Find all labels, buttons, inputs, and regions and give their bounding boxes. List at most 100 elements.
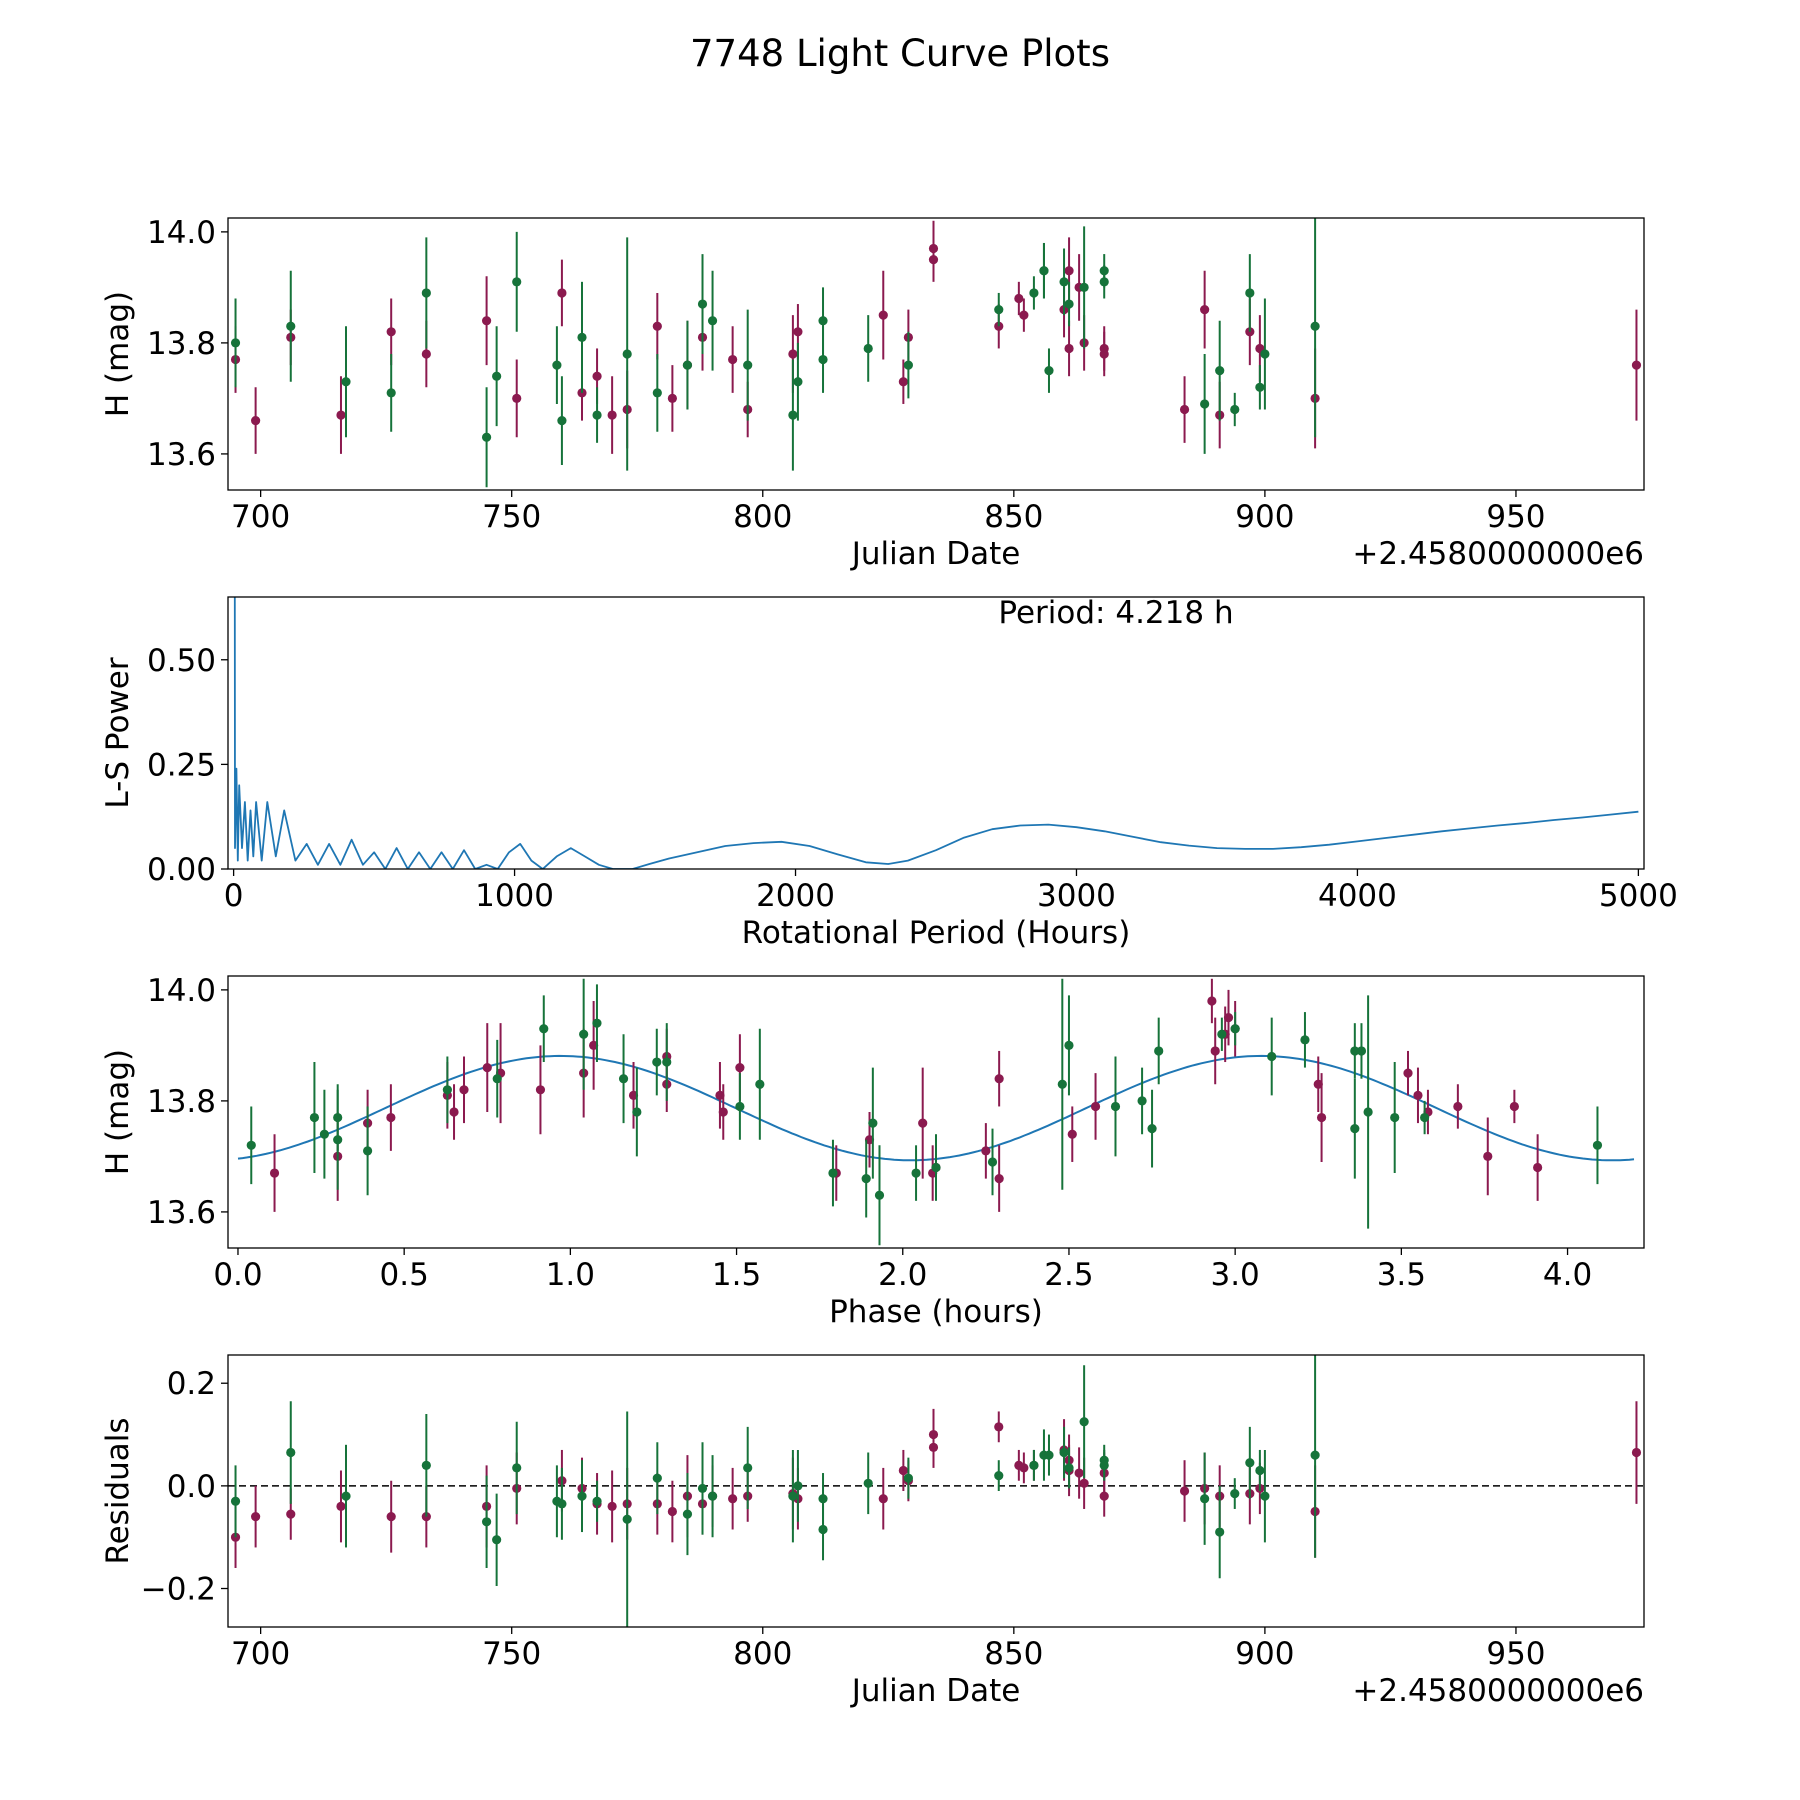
periodogram-y-tick-label: 0.25	[147, 747, 216, 783]
marker	[449, 1107, 459, 1117]
phased-y-axis-label: H (mag)	[100, 1049, 136, 1175]
periodogram-panel: 0 1000 2000 3000 4000 5000 0.00 0.25 0.50 Rotat…	[100, 595, 1678, 951]
green-data-point	[911, 1145, 921, 1201]
green-data-point	[557, 1467, 567, 1540]
marker	[1350, 1046, 1360, 1056]
marker	[878, 310, 888, 320]
marker	[552, 360, 562, 370]
marker	[662, 1057, 672, 1067]
marker	[492, 1535, 502, 1545]
purple-data-point	[1207, 978, 1217, 1024]
residuals-x-tick-label: 750	[482, 1636, 541, 1672]
marker	[1509, 1101, 1519, 1112]
marker	[1223, 1013, 1234, 1023]
marker	[994, 1174, 1004, 1184]
green-data-point	[1230, 1012, 1240, 1046]
green-data-point	[492, 1039, 502, 1118]
green-data-point	[341, 1444, 351, 1548]
residuals-x-tick-label: 950	[1486, 1636, 1545, 1672]
marker	[557, 1499, 567, 1509]
green-data-point	[1039, 242, 1049, 299]
periodogram-plot-area	[233, 597, 1639, 869]
marker	[1207, 996, 1217, 1006]
marker	[341, 1491, 351, 1501]
green-data-point	[592, 1480, 602, 1522]
phased-x-tick-label: 1.0	[546, 1257, 595, 1293]
green-data-point	[818, 326, 828, 393]
green-data-point	[622, 1411, 632, 1627]
purple-data-point	[607, 376, 617, 454]
marker	[492, 371, 502, 381]
purple-data-point	[981, 1123, 991, 1179]
purple-data-point	[481, 276, 492, 366]
purple-data-point	[589, 1000, 599, 1090]
marker	[421, 349, 431, 359]
green-data-point	[994, 1460, 1004, 1491]
marker	[903, 1473, 913, 1483]
marker	[286, 321, 296, 331]
purple-data-point	[1631, 309, 1642, 421]
marker	[1260, 349, 1270, 359]
marker	[557, 416, 567, 426]
marker	[1230, 404, 1240, 415]
purple-data-point	[607, 1470, 617, 1543]
marker	[1483, 1151, 1493, 1162]
marker	[1059, 277, 1069, 287]
marker	[286, 1447, 296, 1458]
green-data-point	[363, 1106, 373, 1196]
marker	[1039, 266, 1049, 276]
lightcurve-y-axis: 13.6 13.8 14.0	[147, 215, 228, 473]
marker	[697, 299, 708, 309]
residuals-y-axis-label: Residuals	[100, 1417, 136, 1564]
green-data-point	[863, 1452, 873, 1515]
marker	[492, 1074, 502, 1084]
marker	[539, 1024, 549, 1034]
marker	[363, 1146, 373, 1156]
marker	[1019, 1463, 1029, 1473]
marker	[735, 1101, 745, 1112]
purple-data-point	[1019, 1452, 1029, 1484]
marker	[1099, 1460, 1109, 1470]
residuals-x-tick-label: 900	[1235, 1636, 1294, 1672]
marker	[987, 1157, 998, 1167]
marker	[319, 1129, 329, 1139]
marker	[481, 316, 492, 326]
marker	[1310, 1450, 1320, 1460]
green-data-point	[246, 1106, 256, 1185]
marker	[333, 1135, 343, 1145]
purple-data-point	[718, 1084, 728, 1140]
marker	[577, 1491, 587, 1501]
purple-data-point	[1483, 1117, 1493, 1196]
purple-data-point	[1064, 320, 1074, 377]
marker	[1099, 349, 1109, 359]
marker	[707, 1491, 718, 1501]
green-data-point	[743, 1426, 753, 1509]
periodogram-x-axis-label: Rotational Period (Hours)	[742, 915, 1131, 951]
marker	[652, 1473, 662, 1483]
marker	[459, 1085, 469, 1095]
purple-data-point	[728, 1467, 738, 1530]
marker	[707, 316, 718, 326]
marker	[928, 1429, 939, 1440]
green-data-point	[1079, 226, 1089, 349]
marker	[230, 338, 241, 348]
green-data-point	[1217, 1017, 1227, 1051]
green-data-point	[793, 1449, 803, 1522]
marker	[1200, 304, 1210, 315]
residuals-y-tick-label: 0.2	[167, 1366, 216, 1402]
green-data-point	[1029, 276, 1039, 310]
green-data-point	[1029, 1449, 1039, 1481]
phased-x-tick-label: 0.5	[380, 1257, 429, 1293]
green-data-point	[1200, 354, 1210, 454]
purple-data-point	[1179, 376, 1190, 443]
green-data-point	[868, 1067, 878, 1179]
marker	[286, 1509, 296, 1519]
green-data-point	[987, 1128, 998, 1196]
marker	[863, 1478, 873, 1488]
green-data-point	[994, 292, 1004, 327]
periodogram-y-axis-label: L-S Power	[100, 657, 136, 808]
marker	[1099, 1491, 1109, 1501]
marker	[868, 1118, 878, 1128]
marker	[622, 1514, 632, 1524]
